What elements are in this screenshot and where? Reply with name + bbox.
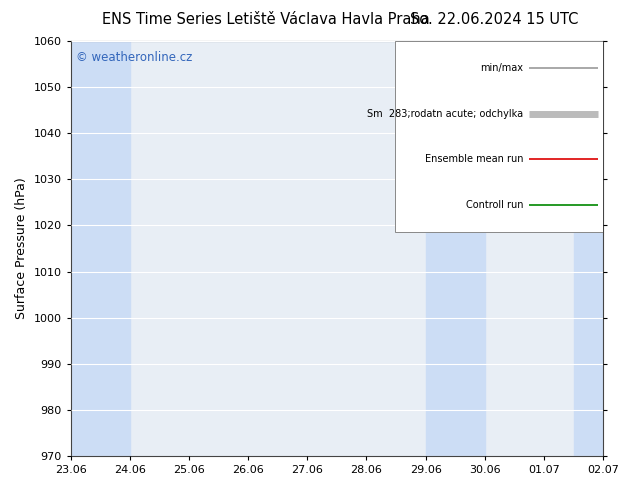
Bar bbox=[71, 41, 130, 456]
FancyBboxPatch shape bbox=[396, 41, 603, 232]
Text: Ensemble mean run: Ensemble mean run bbox=[425, 154, 523, 164]
Text: ENS Time Series Letiště Václava Havla Praha: ENS Time Series Letiště Václava Havla Pr… bbox=[103, 12, 430, 27]
Text: Sm  283;rodatn acute; odchylka: Sm 283;rodatn acute; odchylka bbox=[367, 109, 523, 119]
Y-axis label: Surface Pressure (hPa): Surface Pressure (hPa) bbox=[15, 178, 28, 319]
Text: Controll run: Controll run bbox=[466, 200, 523, 210]
Text: min/max: min/max bbox=[480, 63, 523, 73]
Text: © weatheronline.cz: © weatheronline.cz bbox=[76, 51, 192, 64]
Bar bbox=[574, 41, 603, 456]
Text: So. 22.06.2024 15 UTC: So. 22.06.2024 15 UTC bbox=[410, 12, 579, 27]
Bar bbox=[425, 41, 485, 456]
